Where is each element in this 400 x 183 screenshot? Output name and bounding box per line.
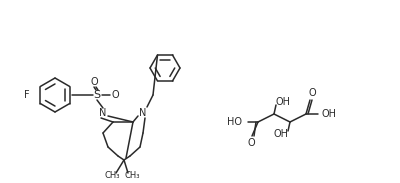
Text: O: O xyxy=(111,90,119,100)
Text: OH: OH xyxy=(275,97,290,107)
Text: O: O xyxy=(247,138,255,148)
Text: HO: HO xyxy=(227,117,242,127)
Text: O: O xyxy=(308,88,316,98)
Text: N: N xyxy=(99,108,107,118)
Text: F: F xyxy=(24,90,30,100)
Text: N: N xyxy=(139,108,147,118)
Text: CH₃: CH₃ xyxy=(104,171,120,180)
Text: O: O xyxy=(90,77,98,87)
Text: OH: OH xyxy=(274,129,289,139)
Text: S: S xyxy=(94,90,100,100)
Text: CH₃: CH₃ xyxy=(124,171,140,180)
Text: OH: OH xyxy=(322,109,337,119)
